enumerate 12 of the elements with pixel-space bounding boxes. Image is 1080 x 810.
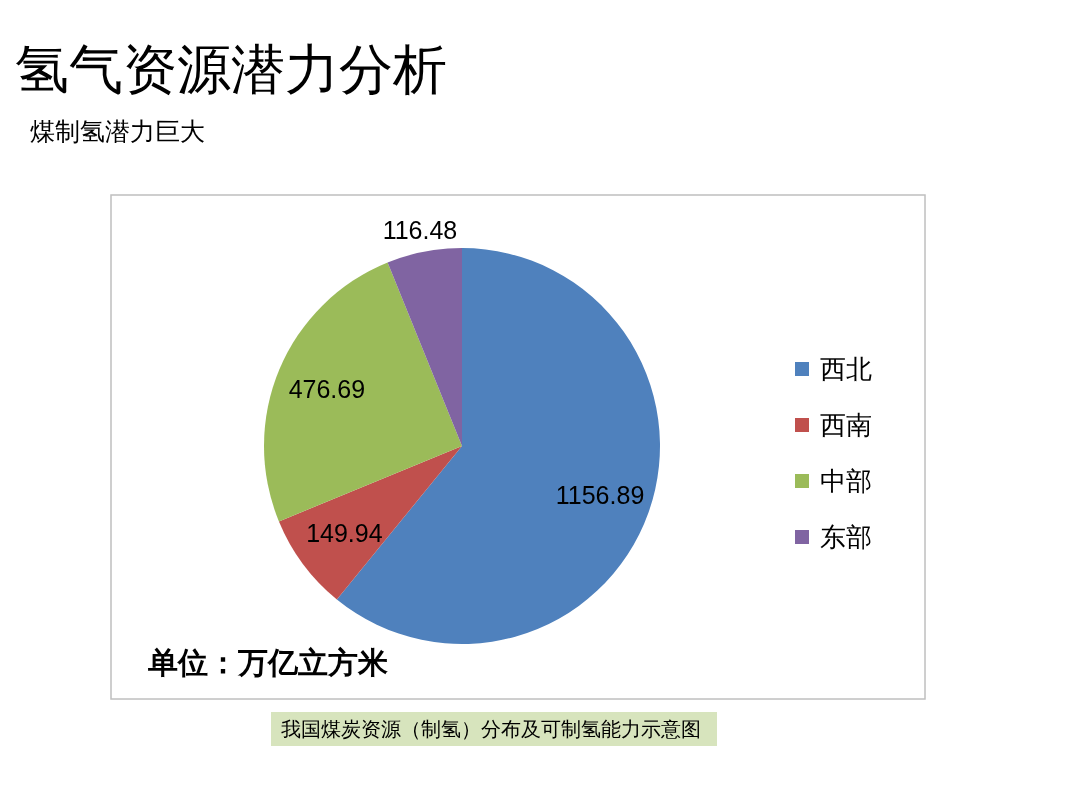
legend-label: 西北 xyxy=(820,354,872,384)
caption: 我国煤炭资源（制氢）分布及可制氢能力示意图 xyxy=(271,712,717,746)
legend-label: 中部 xyxy=(820,466,872,496)
data-label: 116.48 xyxy=(382,216,458,245)
text: 单位：万亿立方米 xyxy=(147,646,388,679)
chart-title: 氢气资源潜力分析 xyxy=(15,38,447,101)
data-label: 476.69 xyxy=(288,375,366,404)
legend-label: 西南 xyxy=(820,410,872,440)
data-label: 1156.89 xyxy=(555,481,645,510)
data-label: 149.94 xyxy=(306,519,383,548)
chart-subtitle: 煤制氢潜力巨大 xyxy=(30,117,205,145)
legend-label: 东部 xyxy=(820,522,872,552)
